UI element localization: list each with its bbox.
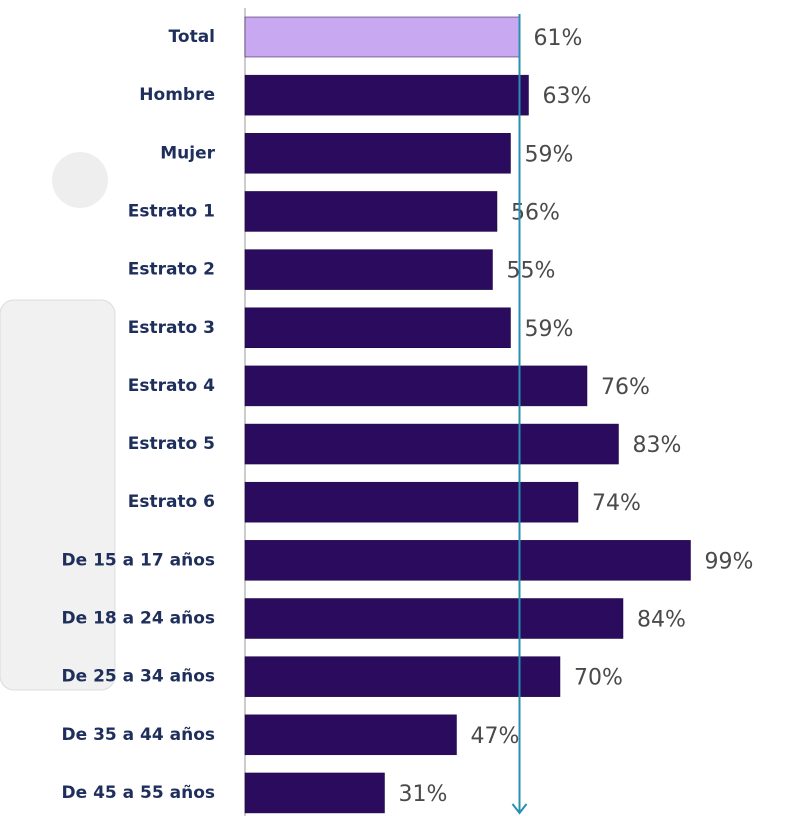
category-label: De 15 a 17 años [62,550,215,570]
category-label: Mujer [160,143,215,163]
bar [244,307,511,348]
category-label: Estrato 3 [128,318,215,338]
bar [244,423,619,465]
category-label: Estrato 4 [128,376,215,396]
bar [244,249,493,290]
value-label: 61% [534,26,583,51]
category-label: De 45 a 55 años [62,783,215,803]
bar [244,481,579,523]
category-label: De 18 a 24 años [62,609,215,629]
value-label: 83% [633,433,682,458]
value-label: 99% [705,549,754,574]
value-label: 63% [543,84,592,109]
category-label: Estrato 1 [128,201,215,221]
bar [244,656,561,697]
value-label: 76% [601,375,650,400]
value-label: 59% [525,317,574,342]
value-label: 74% [592,491,641,516]
bar [244,772,385,814]
value-label: 55% [507,259,556,284]
bar [244,714,457,756]
value-label: 31% [399,782,448,807]
category-label: Estrato 6 [128,492,215,512]
category-label: Total [169,27,215,47]
value-label: 70% [574,666,623,691]
value-label: 59% [525,142,574,167]
background-icon [52,152,108,208]
bar [244,74,529,116]
bar [244,365,588,407]
bar [244,540,691,581]
category-label: Estrato 5 [128,434,215,454]
bar [244,191,498,232]
category-label: Estrato 2 [128,260,215,280]
category-label: Hombre [139,85,215,105]
value-label: 47% [471,724,520,749]
bar [244,16,520,58]
value-label: 84% [637,608,686,633]
category-label: De 25 a 34 años [62,667,215,687]
background-device [0,299,116,691]
bar [244,598,624,639]
category-label: De 35 a 44 años [62,725,215,745]
bar [244,133,511,174]
reference-arrow [511,803,528,815]
value-label: 56% [511,200,560,225]
